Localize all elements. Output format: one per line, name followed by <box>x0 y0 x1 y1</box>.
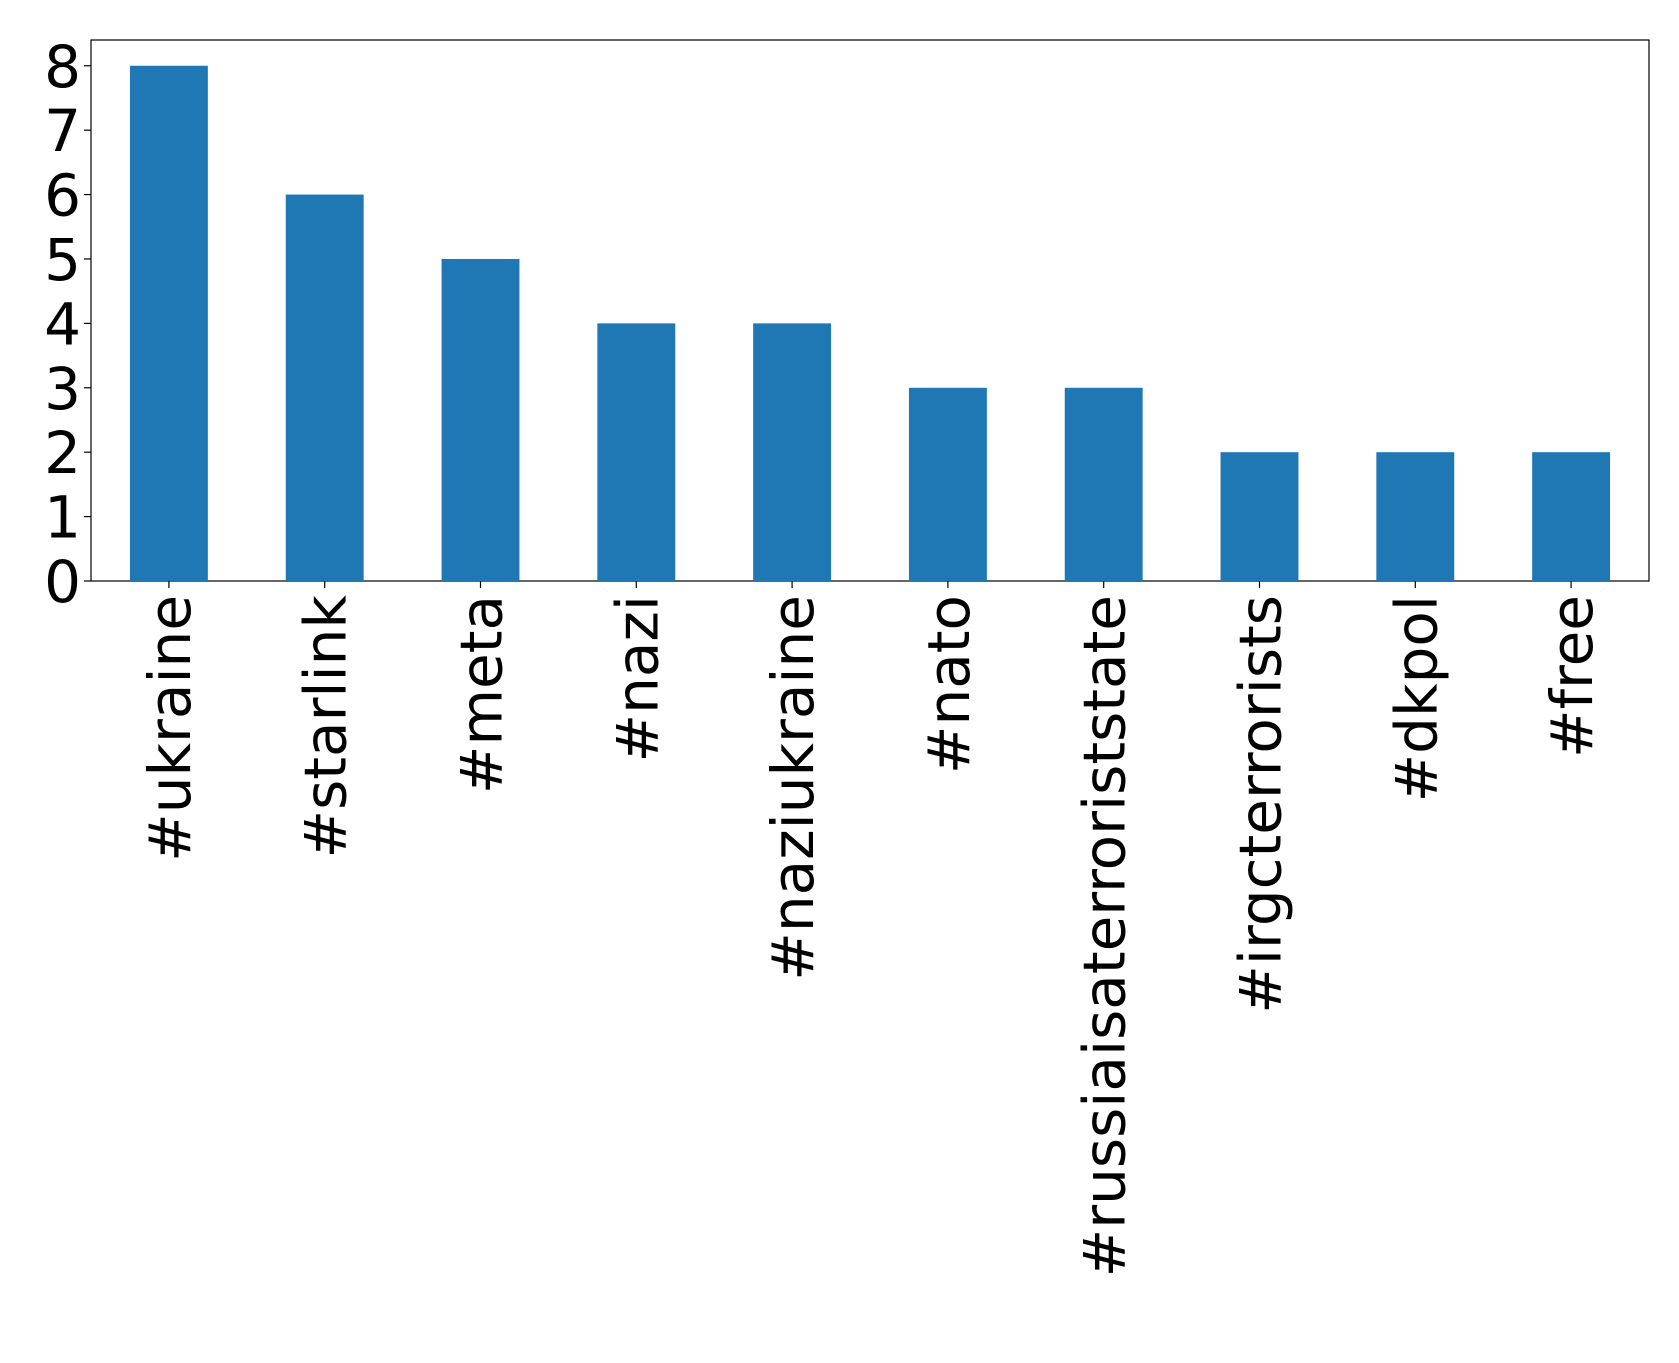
bar <box>597 323 676 581</box>
bar <box>1376 452 1455 581</box>
x-tick-label: #nazi <box>603 595 671 762</box>
x-tick-label: #free <box>1538 595 1606 758</box>
bar <box>441 258 520 581</box>
x-tick-label: #nato <box>915 595 983 774</box>
y-tick-label: 2 <box>44 419 81 487</box>
bar <box>908 387 987 581</box>
y-tick-label: 1 <box>44 484 81 552</box>
x-tick-label: #ukraine <box>136 595 204 862</box>
x-tick-label: #dkpol <box>1382 595 1450 802</box>
x-tick-label: #starlink <box>292 595 360 859</box>
y-tick-label: 8 <box>44 33 81 101</box>
bar <box>753 323 832 581</box>
x-tick-label: #naziukraine <box>759 595 827 981</box>
plot-frame <box>90 39 1650 582</box>
bar <box>285 194 364 582</box>
y-tick-label: 3 <box>44 355 81 423</box>
x-tick-label: #russiaisaterroriststate <box>1071 595 1139 1277</box>
y-tick-label: 5 <box>44 226 81 294</box>
y-tick-label: 6 <box>44 162 81 230</box>
bar <box>129 65 208 581</box>
y-tick-label: 4 <box>44 290 81 358</box>
y-tick-label: 7 <box>44 97 81 165</box>
y-tick-label: 0 <box>44 548 81 616</box>
bar <box>1064 387 1143 581</box>
x-tick-label: #meta <box>448 595 516 794</box>
bar <box>1220 452 1299 581</box>
x-tick-label: #irgcterrorists <box>1227 595 1295 1014</box>
bar <box>1532 452 1611 581</box>
